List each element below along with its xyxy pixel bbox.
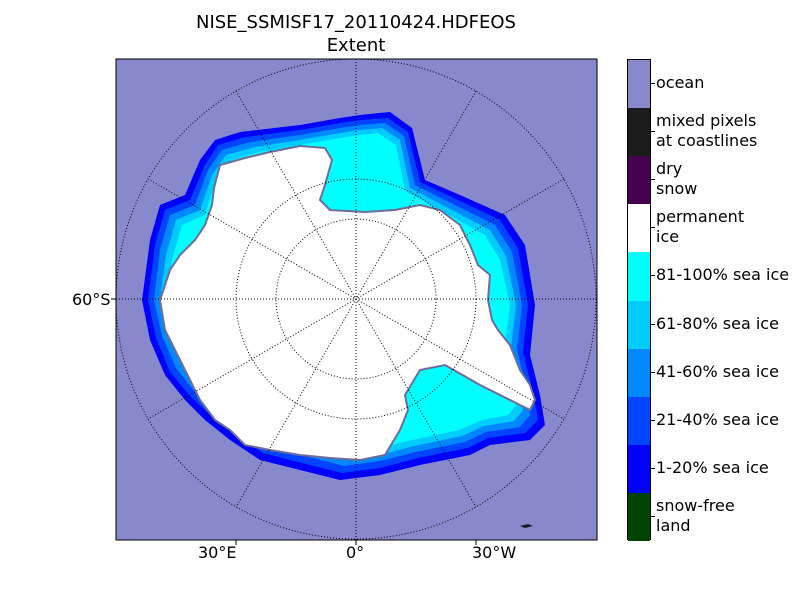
lon-label-30w: 30°W (472, 543, 517, 562)
legend-label: dry snow (656, 159, 698, 199)
latitude-circle-80 (275, 218, 437, 380)
island-feature (520, 524, 533, 528)
legend-label: permanent ice (656, 207, 745, 247)
colorbar-tick (651, 467, 655, 469)
colorbar-tick (651, 179, 655, 181)
colorbar-segment (628, 252, 650, 301)
colorbar-segment (628, 156, 650, 205)
legend-label: 61-80% sea ice (656, 313, 779, 333)
colorbar-segment (628, 492, 650, 542)
legend-label: mixed pixels at coastlines (656, 111, 758, 151)
map-subtitle: Extent (326, 35, 386, 56)
map-title: NISE_SSMISF17_20110424.HDFEOS (195, 12, 516, 33)
colorbar-segment (628, 108, 650, 157)
legend-label: 21-40% sea ice (656, 409, 779, 429)
colorbar-tick (651, 515, 655, 517)
lat-label-60s: 60°S (72, 290, 111, 309)
legend-label: 41-60% sea ice (656, 361, 779, 381)
colorbar-segment (628, 300, 650, 350)
colorbar-segment (628, 348, 650, 398)
meridian-60w (147, 178, 565, 420)
legend-label: 1-20% sea ice (656, 457, 769, 477)
colorbar (627, 59, 651, 542)
lon-label-0: 0° (346, 543, 365, 562)
colorbar-tick (651, 275, 655, 277)
colorbar-tick (651, 323, 655, 325)
colorbar-tick (651, 131, 655, 133)
colorbar-segment (628, 396, 650, 446)
colorbar-segment (628, 204, 650, 253)
colorbar-segment (628, 60, 650, 109)
colorbar-tick (651, 83, 655, 85)
legend-label: 81-100% sea ice (656, 265, 790, 285)
colorbar-segment (628, 444, 650, 494)
antarctica-landmass (158, 144, 537, 462)
colorbar-tick (651, 227, 655, 229)
legend-label: ocean (656, 73, 705, 93)
colorbar-tick (651, 419, 655, 421)
colorbar-tick (651, 371, 655, 373)
lon-label-30e: 30°E (198, 543, 237, 562)
legend-label: snow-free land (656, 495, 735, 535)
